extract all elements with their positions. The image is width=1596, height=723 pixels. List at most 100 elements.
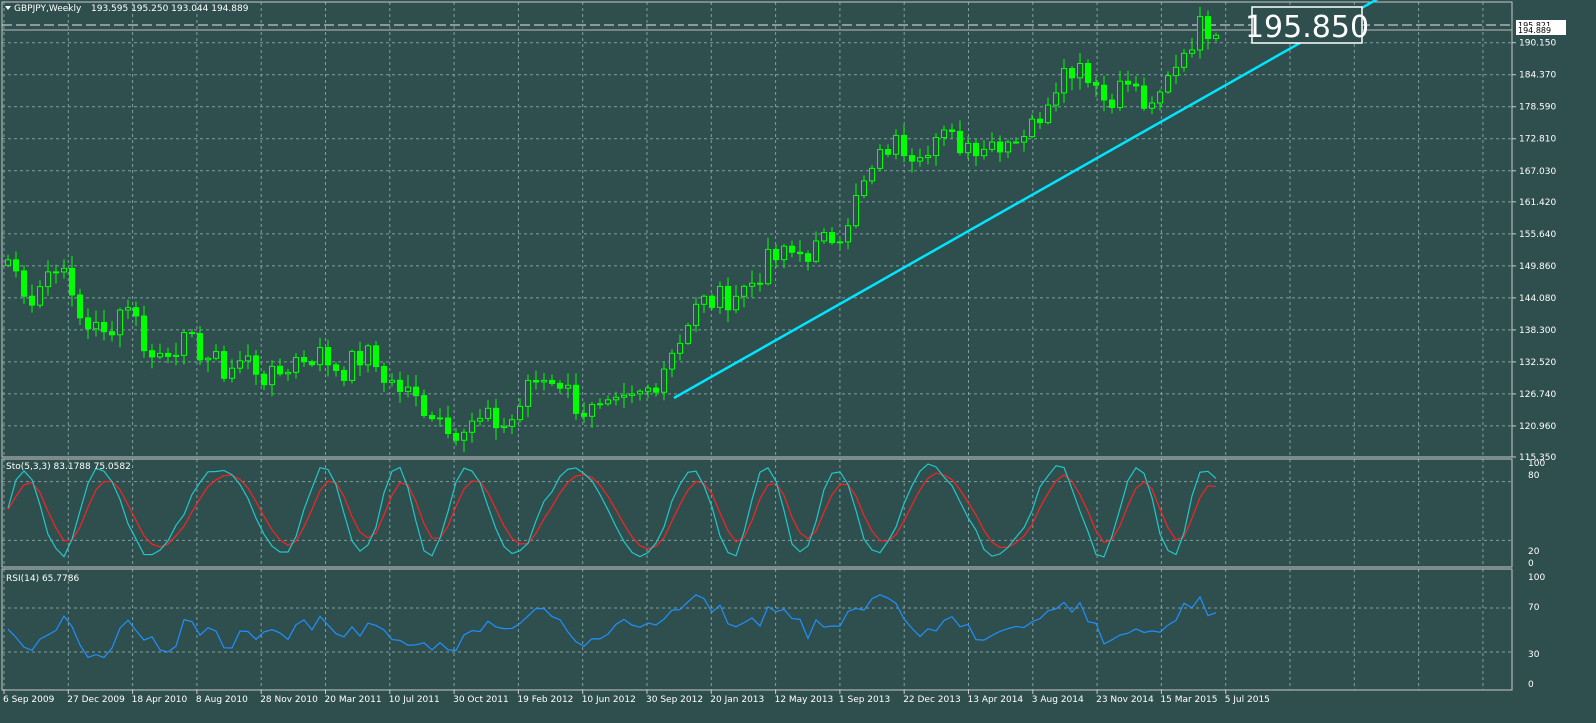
candle-bull <box>5 259 11 266</box>
candle-bull <box>1157 91 1163 104</box>
candle-bull <box>765 248 771 285</box>
candle-bull <box>61 267 67 273</box>
time-tick-label: 13 Apr 2014 <box>968 695 1024 705</box>
candle-bear <box>901 134 907 157</box>
candle-bull <box>677 342 683 354</box>
candle-bull <box>437 417 443 420</box>
candle-bull <box>469 420 475 433</box>
time-tick-label: 20 Mar 2011 <box>325 695 382 705</box>
trendline-layer[interactable] <box>673 0 1405 400</box>
candle-bull <box>1117 80 1123 109</box>
candle-bull <box>645 387 651 392</box>
candle-bear <box>109 331 115 336</box>
candle-bull <box>157 352 163 358</box>
price-tick-label: 155.640 <box>1519 230 1556 240</box>
candle-bear <box>333 364 339 371</box>
rsi-axis-100: 100 <box>1528 573 1545 583</box>
candle-bull <box>685 324 691 344</box>
candle-bear <box>165 352 171 357</box>
candle-bull <box>589 403 595 417</box>
candle-bear <box>957 130 963 154</box>
candle-bear <box>133 307 139 317</box>
candle-bull <box>1005 141 1011 153</box>
candle-bear <box>29 295 35 306</box>
candle-bear <box>725 285 731 311</box>
stochastic-grid <box>2 459 1512 567</box>
candle-bull <box>837 241 843 244</box>
candle-bear <box>757 282 763 285</box>
candle-bear <box>797 251 803 255</box>
candle-bull <box>501 425 507 429</box>
candle-bear <box>1205 16 1211 39</box>
last-price-box <box>1516 20 1566 30</box>
price-tick-label: 144.080 <box>1519 294 1556 304</box>
candle-bull <box>45 271 51 288</box>
candle-bull <box>845 225 851 243</box>
candle-bull <box>701 295 707 305</box>
candle-bull <box>917 157 923 162</box>
candle-bear <box>997 141 1003 153</box>
time-tick-label: 18 Apr 2010 <box>132 695 188 705</box>
time-tick-label: 1 Sep 2013 <box>839 695 890 705</box>
candle-bear <box>429 415 435 420</box>
ask-price-label: 194.889 <box>1518 26 1551 35</box>
candle-bull <box>1149 102 1155 109</box>
stochastic-signal-line <box>7 472 1217 550</box>
candle-bull <box>237 360 243 369</box>
candle-bull <box>877 149 883 169</box>
price-axis: 190.150 184.370 178.590 172.810 167.030 161.4… <box>1512 39 1556 463</box>
candle-bear <box>325 347 331 366</box>
candle-bear <box>1037 118 1043 124</box>
symbol-title: GBPJPY,Weekly <box>14 4 82 14</box>
time-axis: 6 Sep 2009 27 Dec 2009 18 Apr 2010 8 Aug 20… <box>3 690 1270 705</box>
time-tick-label: 5 Jul 2015 <box>1225 695 1270 705</box>
candle-bull <box>629 393 635 396</box>
candle-bull <box>285 371 291 375</box>
rsi-label: RSI(14) 65.7786 <box>6 574 79 584</box>
candle-bull <box>741 285 747 297</box>
candle-bull <box>869 167 875 182</box>
candle-bear <box>221 351 227 379</box>
candle-bull <box>981 148 987 157</box>
candle-bear <box>1141 85 1147 109</box>
price-tick-label: 161.420 <box>1519 198 1556 208</box>
rsi-axis-0: 0 <box>1528 680 1534 690</box>
candle-bear <box>1013 141 1019 144</box>
last-price-label: 195.821 <box>1518 21 1551 30</box>
candle-bull <box>517 405 523 421</box>
candle-bull <box>669 352 675 370</box>
candle-bear <box>381 366 387 383</box>
candle-bear <box>557 382 563 389</box>
candle-bear <box>85 317 91 330</box>
candle-bear <box>421 395 427 417</box>
candle-bull <box>1029 118 1035 138</box>
sto-axis-0: 0 <box>1528 559 1534 569</box>
candle-bear <box>549 379 555 384</box>
collapse-triangle-icon[interactable] <box>5 6 11 10</box>
candle-bull <box>93 321 99 330</box>
candle-bull <box>1189 49 1195 54</box>
candle-bear <box>709 295 715 308</box>
price-tag-box[interactable] <box>1251 6 1363 44</box>
time-tick-label: 8 Aug 2010 <box>196 695 248 705</box>
candle-bull <box>781 245 787 261</box>
price-tick-label: 167.030 <box>1519 167 1556 177</box>
candle-bull <box>117 309 123 336</box>
candle-bull <box>965 142 971 154</box>
candle-bear <box>69 267 75 296</box>
candle-bull <box>661 368 667 393</box>
price-tick-label: 190.150 <box>1519 39 1556 49</box>
rsi-panel-frame <box>1 568 1513 691</box>
candle-bull <box>181 332 187 356</box>
time-tick-label: 23 Nov 2014 <box>1096 695 1154 705</box>
candle-bear <box>1125 80 1131 85</box>
candle-bear <box>493 407 499 429</box>
candle-bull <box>125 307 131 311</box>
candle-bull <box>749 282 755 287</box>
candle-bull <box>1021 136 1027 143</box>
rsi-axis-30: 30 <box>1528 650 1540 660</box>
candle-bull <box>213 351 219 359</box>
